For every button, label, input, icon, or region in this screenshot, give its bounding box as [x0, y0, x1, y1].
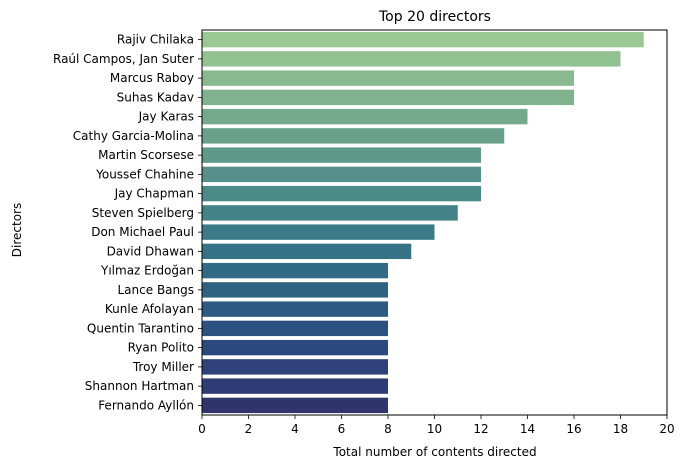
- x-tick-label: 18: [613, 422, 628, 436]
- bar: [202, 243, 412, 260]
- y-tick-label: Martin Scorsese: [98, 148, 194, 162]
- y-tick-label: Lance Bangs: [118, 283, 195, 297]
- y-tick-label: Marcus Raboy: [110, 71, 194, 85]
- x-tick-label: 8: [384, 422, 392, 436]
- x-tick-label: 14: [520, 422, 535, 436]
- bar: [202, 320, 388, 337]
- y-tick-label: Ryan Polito: [128, 341, 194, 355]
- chart-title: Top 20 directors: [378, 9, 491, 25]
- x-tick-label: 0: [198, 422, 206, 436]
- bar: [202, 397, 388, 414]
- y-tick-label: Yılmaz Erdoğan: [100, 264, 194, 278]
- y-tick-label: David Dhawan: [107, 244, 194, 258]
- bar: [202, 378, 388, 394]
- y-axis-ticks: Rajiv Chilaka Raúl Campos, Jan Suter Marcu…: [53, 33, 202, 412]
- bar: [202, 147, 481, 163]
- y-tick-label: Don Michael Paul: [91, 225, 194, 239]
- y-axis-label: Directors: [10, 203, 24, 257]
- bar: [202, 89, 574, 106]
- x-tick-label: 4: [291, 422, 299, 436]
- y-tick-label: Suhas Kadav: [117, 90, 194, 104]
- bar: [202, 51, 621, 67]
- bar: [202, 128, 505, 144]
- y-tick-label: Cathy Garcia-Molina: [73, 129, 194, 143]
- bar: [202, 282, 388, 298]
- bar: [202, 205, 458, 221]
- bar: [202, 301, 388, 317]
- y-tick-label: Raúl Campos, Jan Suter: [53, 52, 194, 66]
- bar: [202, 359, 388, 375]
- bar: [202, 262, 388, 279]
- bars-group: [202, 31, 644, 414]
- y-tick-label: Kunle Afolayan: [105, 302, 194, 316]
- bar: [202, 224, 435, 240]
- x-axis-ticks: 0 2 4 6 8 10 12 14 16 18 20: [198, 415, 675, 436]
- y-tick-label: Steven Spielberg: [92, 206, 194, 220]
- y-tick-label: Youssef Chahine: [95, 167, 194, 181]
- x-tick-label: 16: [566, 422, 581, 436]
- bar: [202, 185, 481, 202]
- y-tick-label: Rajiv Chilaka: [117, 33, 194, 47]
- x-tick-label: 6: [338, 422, 346, 436]
- y-tick-label: Shannon Hartman: [85, 379, 194, 393]
- bar: [202, 31, 644, 48]
- x-tick-label: 10: [427, 422, 442, 436]
- bar: [202, 108, 528, 125]
- x-tick-label: 2: [245, 422, 253, 436]
- x-tick-label: 20: [659, 422, 674, 436]
- bar: [202, 339, 388, 356]
- y-tick-label: Jay Chapman: [114, 187, 194, 201]
- y-tick-label: Fernando Ayllón: [98, 398, 194, 412]
- y-tick-label: Jay Karas: [138, 110, 194, 124]
- bar: [202, 166, 481, 183]
- plot-area-frame: [201, 29, 668, 416]
- x-tick-label: 12: [473, 422, 488, 436]
- y-tick-label: Quentin Tarantino: [87, 321, 194, 335]
- bar: [202, 70, 574, 86]
- y-tick-label: Troy Miller: [132, 360, 194, 374]
- x-axis-label: Total number of contents directed: [332, 445, 536, 459]
